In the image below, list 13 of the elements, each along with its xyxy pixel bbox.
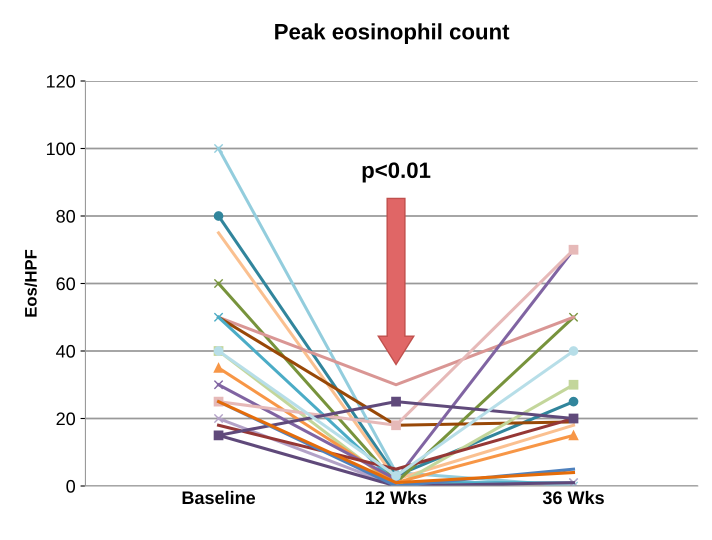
annotation: p<0.01 [362,162,430,182]
x-tick-label: 36 Wks [542,490,604,504]
y-tick-label: 60 [56,277,76,290]
y-tick-label: 120 [46,74,76,88]
chart-title: Peak eosinophil count [275,23,510,44]
x-tick-label: 12 Wks [366,490,426,504]
y-tick-label: 20 [56,412,76,426]
y-axis-title: Eos/HPF [24,250,37,317]
y-tick-label: 100 [46,142,76,156]
y-tick-label: 0 [66,480,76,493]
y-tick-label: 80 [56,210,76,223]
y-tick-label: 40 [56,344,76,358]
x-tick-label: Baseline [182,490,256,504]
